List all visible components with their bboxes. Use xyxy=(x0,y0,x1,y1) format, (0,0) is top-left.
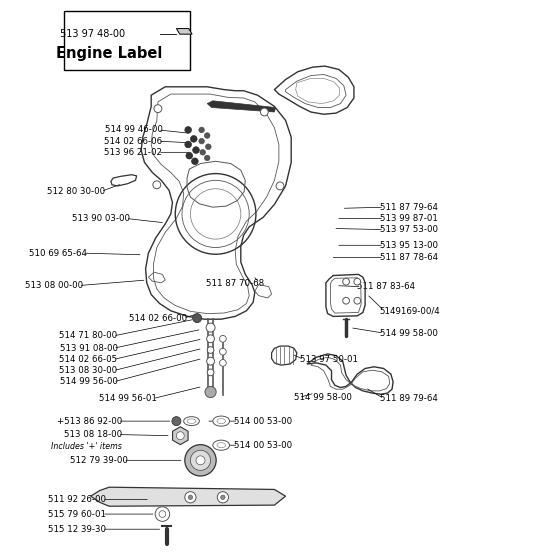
Circle shape xyxy=(207,335,214,343)
Circle shape xyxy=(172,417,181,426)
Text: 514 99 58-00: 514 99 58-00 xyxy=(294,393,352,402)
Circle shape xyxy=(220,360,226,366)
Ellipse shape xyxy=(184,417,199,426)
Text: Engine Label: Engine Label xyxy=(56,46,162,60)
Ellipse shape xyxy=(217,419,225,424)
Text: 511 87 83-64: 511 87 83-64 xyxy=(357,282,416,291)
Text: 514 71 80-00: 514 71 80-00 xyxy=(59,332,118,340)
Ellipse shape xyxy=(217,443,225,448)
Circle shape xyxy=(354,297,361,304)
Circle shape xyxy=(204,133,210,138)
Text: 513 08 18-00: 513 08 18-00 xyxy=(64,430,122,439)
Polygon shape xyxy=(172,427,188,445)
Text: 512 79 39-00: 512 79 39-00 xyxy=(70,456,128,465)
Circle shape xyxy=(185,492,196,503)
Circle shape xyxy=(185,141,192,148)
Text: 513 97 48-00: 513 97 48-00 xyxy=(60,29,125,39)
Text: 513 99 87-01: 513 99 87-01 xyxy=(380,214,437,223)
Circle shape xyxy=(154,105,162,113)
Text: 514 00 53-00: 514 00 53-00 xyxy=(234,441,292,450)
Text: Includes '+' items: Includes '+' items xyxy=(51,442,122,451)
Circle shape xyxy=(190,450,211,470)
Text: 511 92 26-00: 511 92 26-00 xyxy=(48,495,106,504)
Text: +513 86 92-00: +513 86 92-00 xyxy=(57,417,122,426)
Circle shape xyxy=(196,456,205,465)
Text: 514 99 56-00: 514 99 56-00 xyxy=(60,377,118,386)
Text: 514 00 53-00: 514 00 53-00 xyxy=(234,417,292,426)
Circle shape xyxy=(199,127,204,133)
Text: 511 87 79-64: 511 87 79-64 xyxy=(380,203,438,212)
Circle shape xyxy=(193,314,202,323)
Circle shape xyxy=(207,357,214,365)
Text: 515 79 60-01: 515 79 60-01 xyxy=(48,510,106,519)
Circle shape xyxy=(221,495,225,500)
Text: 513 97 50-01: 513 97 50-01 xyxy=(300,355,358,364)
Circle shape xyxy=(354,278,361,285)
Text: 515 12 39-30: 515 12 39-30 xyxy=(48,525,106,534)
Circle shape xyxy=(192,158,198,165)
Circle shape xyxy=(207,369,214,376)
Text: 513 97 53-00: 513 97 53-00 xyxy=(380,225,438,234)
Text: 513 96 21-02: 513 96 21-02 xyxy=(104,148,162,157)
Circle shape xyxy=(186,152,193,159)
Text: 514 02 66-00: 514 02 66-00 xyxy=(129,314,188,323)
Text: 510 69 65-64: 510 69 65-64 xyxy=(29,249,87,258)
Circle shape xyxy=(276,182,284,190)
Circle shape xyxy=(217,492,228,503)
Ellipse shape xyxy=(213,440,230,450)
Text: 513 95 13-00: 513 95 13-00 xyxy=(380,241,438,250)
Circle shape xyxy=(220,335,226,342)
Circle shape xyxy=(220,348,226,355)
Text: 513 08 30-00: 513 08 30-00 xyxy=(59,366,118,375)
Text: 514 99 56-01: 514 99 56-01 xyxy=(99,394,157,403)
Polygon shape xyxy=(176,29,192,34)
Text: 5149169-00/4: 5149169-00/4 xyxy=(380,306,440,315)
Circle shape xyxy=(343,278,349,285)
Text: 513 90 03-00: 513 90 03-00 xyxy=(72,214,130,223)
Circle shape xyxy=(204,155,210,161)
Circle shape xyxy=(159,511,166,517)
Circle shape xyxy=(185,445,216,476)
Polygon shape xyxy=(207,101,276,112)
Circle shape xyxy=(207,347,214,353)
Circle shape xyxy=(206,323,215,332)
Text: 514 02 66-05: 514 02 66-05 xyxy=(59,355,118,364)
Text: 511 89 79-64: 511 89 79-64 xyxy=(380,394,437,403)
Circle shape xyxy=(176,432,184,440)
Circle shape xyxy=(343,297,349,304)
Text: 512 80 30-00: 512 80 30-00 xyxy=(47,187,105,196)
Circle shape xyxy=(205,386,216,398)
Polygon shape xyxy=(91,487,286,506)
Text: 514 99 58-00: 514 99 58-00 xyxy=(380,329,437,338)
Bar xyxy=(64,11,190,70)
Circle shape xyxy=(206,144,211,150)
Text: 511 87 70-68: 511 87 70-68 xyxy=(206,279,264,288)
Text: 514 02 66-06: 514 02 66-06 xyxy=(104,137,162,146)
Circle shape xyxy=(155,507,170,521)
Text: 514 99 46-00: 514 99 46-00 xyxy=(105,125,162,134)
Circle shape xyxy=(200,150,206,155)
Circle shape xyxy=(190,136,197,142)
Circle shape xyxy=(193,147,199,153)
Circle shape xyxy=(260,108,268,116)
Text: 513 91 08-00: 513 91 08-00 xyxy=(59,344,118,353)
Circle shape xyxy=(185,127,192,133)
Ellipse shape xyxy=(187,419,196,423)
Ellipse shape xyxy=(213,416,230,426)
Text: 511 87 78-64: 511 87 78-64 xyxy=(380,253,438,262)
Text: 513 08 00-00: 513 08 00-00 xyxy=(25,281,83,290)
Circle shape xyxy=(188,495,193,500)
Circle shape xyxy=(199,138,204,144)
Circle shape xyxy=(153,181,161,189)
